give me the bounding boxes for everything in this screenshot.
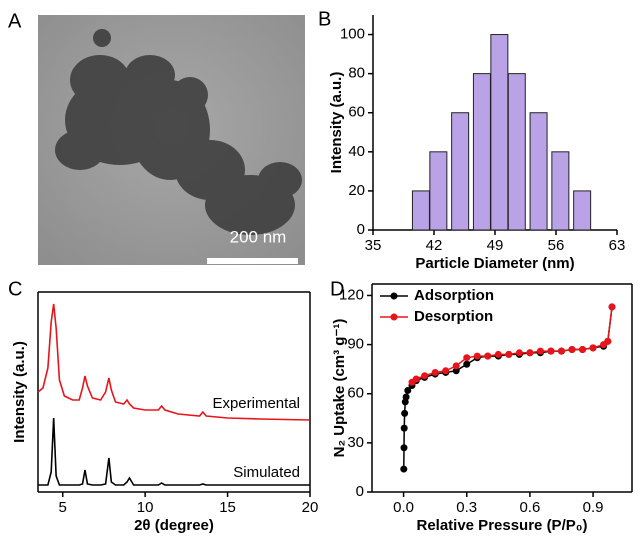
x-tick-label: 5 (59, 499, 67, 516)
bar (552, 152, 569, 230)
bar (412, 191, 429, 230)
y-tick-label: 60 (347, 385, 364, 402)
series-label: Simulated (233, 464, 300, 481)
y-axis-title: Intensity (a.u.) (11, 341, 28, 443)
data-point (401, 410, 408, 417)
x-tick-label: 42 (426, 237, 443, 254)
data-point (432, 369, 439, 376)
tem-image: 200 nm (38, 15, 305, 265)
panel-label: C (8, 278, 22, 300)
data-point (401, 444, 408, 451)
x-axis-title: 2θ (degree) (134, 517, 214, 534)
y-tick-label: 80 (348, 65, 365, 82)
data-point (421, 372, 428, 379)
data-point (505, 351, 512, 358)
bar (491, 35, 508, 230)
x-tick-label: 35 (365, 237, 382, 254)
data-point (537, 348, 544, 355)
x-tick-label: 56 (548, 237, 565, 254)
bar (452, 113, 469, 230)
data-point (600, 341, 607, 348)
scale-bar-label: 200 nm (230, 227, 287, 246)
x-tick-label: 0.3 (456, 499, 477, 516)
x-axis-title: Particle Diameter (nm) (415, 255, 574, 272)
data-point (403, 394, 410, 401)
data-point (547, 348, 554, 355)
data-point (463, 354, 470, 361)
data-point (463, 361, 470, 368)
y-tick-label: 120 (339, 286, 364, 303)
y-axis-title: Intensity (a.u.) (328, 72, 345, 174)
series-label: Experimental (212, 395, 300, 412)
x-tick-label: 0.0 (393, 499, 414, 516)
bar (530, 113, 547, 230)
x-tick-label: 20 (302, 499, 319, 516)
data-point (442, 367, 449, 374)
x-tick-label: 0.6 (519, 499, 540, 516)
data-point (484, 353, 491, 360)
data-point (453, 362, 460, 369)
bar (508, 74, 525, 230)
x-tick-label: 0.9 (583, 499, 604, 516)
legend-label: Adsorption (414, 287, 494, 304)
legend-label: Desorption (414, 308, 493, 325)
y-tick-label: 60 (348, 104, 365, 121)
y-tick-label: 0 (356, 483, 364, 500)
data-point (569, 346, 576, 353)
data-point (409, 379, 416, 386)
data-point (558, 348, 565, 355)
data-point (609, 303, 616, 310)
y-tick-label: 100 (340, 26, 365, 43)
y-tick-label: 30 (347, 434, 364, 451)
y-tick-label: 0 (357, 221, 365, 238)
data-point (579, 346, 586, 353)
data-point (516, 349, 523, 356)
data-point (590, 344, 597, 351)
figure: 200 nm A B C D 3542495663020406080100Par… (0, 0, 640, 538)
data-point (526, 349, 533, 356)
bar (574, 191, 591, 230)
x-tick-label: 10 (137, 499, 154, 516)
panel-label: B (318, 8, 331, 30)
data-point (474, 353, 481, 360)
y-tick-label: 90 (347, 336, 364, 353)
bar (430, 152, 447, 230)
y-tick-label: 40 (348, 143, 365, 160)
x-axis-title: Relative Pressure (P/P₀) (416, 517, 587, 534)
y-tick-label: 20 (348, 182, 365, 199)
bar (473, 74, 490, 230)
scale-bar (207, 258, 298, 264)
y-axis-title: N₂ Uptake (cm³ g⁻¹) (331, 319, 348, 458)
x-tick-label: 63 (609, 237, 626, 254)
legend-marker (391, 314, 398, 321)
data-point (400, 466, 407, 473)
x-tick-label: 15 (219, 499, 236, 516)
legend-marker (391, 293, 398, 300)
series-line (404, 307, 612, 469)
data-point (401, 425, 408, 432)
data-point (495, 351, 502, 358)
panel-label: A (8, 10, 22, 32)
x-tick-label: 49 (487, 237, 504, 254)
